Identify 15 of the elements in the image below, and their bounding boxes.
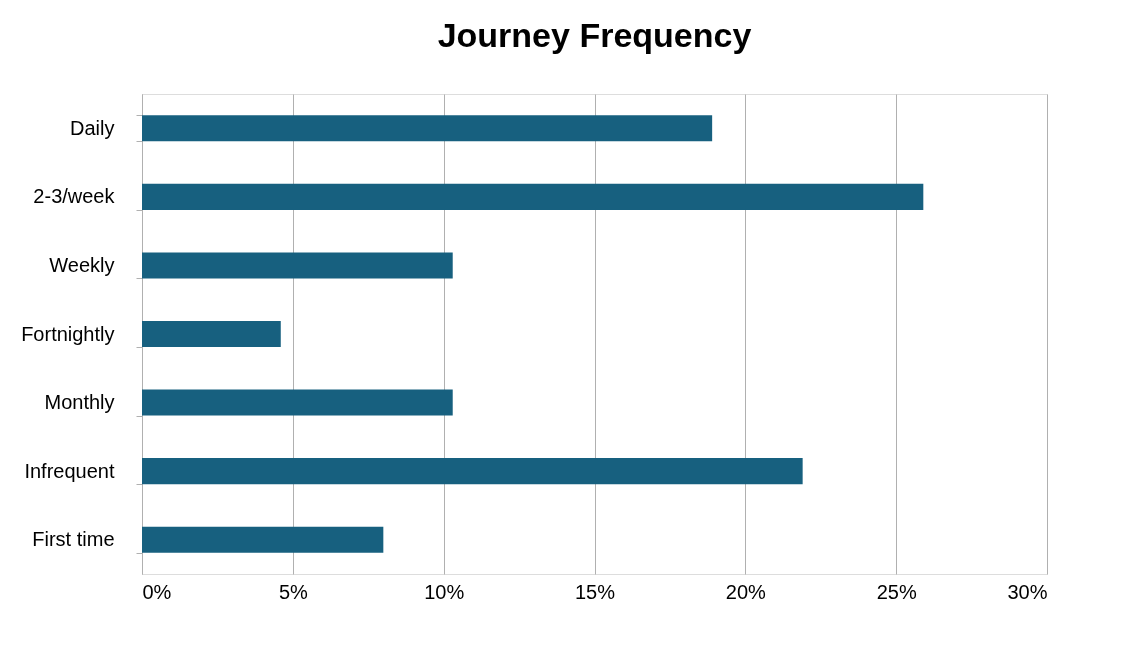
- x-tick-label: 25%: [876, 580, 917, 603]
- x-tick-label: 30%: [1007, 580, 1048, 603]
- x-tick-label: 10%: [424, 580, 465, 603]
- x-tick-label: 0%: [142, 580, 172, 603]
- x-tick-label: 20%: [725, 580, 767, 603]
- y-tick-label: Monthly: [44, 391, 115, 414]
- y-tick-label: First time: [32, 528, 115, 551]
- x-tick-label: 15%: [574, 580, 616, 603]
- y-tick-label: 2-3/week: [33, 185, 116, 208]
- y-tick-label: Weekly: [49, 253, 115, 276]
- chart-title: Journey Frequency: [437, 16, 752, 54]
- x-tick-label: 5%: [278, 580, 308, 603]
- y-tick-label: Daily: [70, 116, 115, 139]
- y-tick-label: Fortnightly: [21, 322, 115, 345]
- y-tick-label: Infrequent: [24, 459, 115, 482]
